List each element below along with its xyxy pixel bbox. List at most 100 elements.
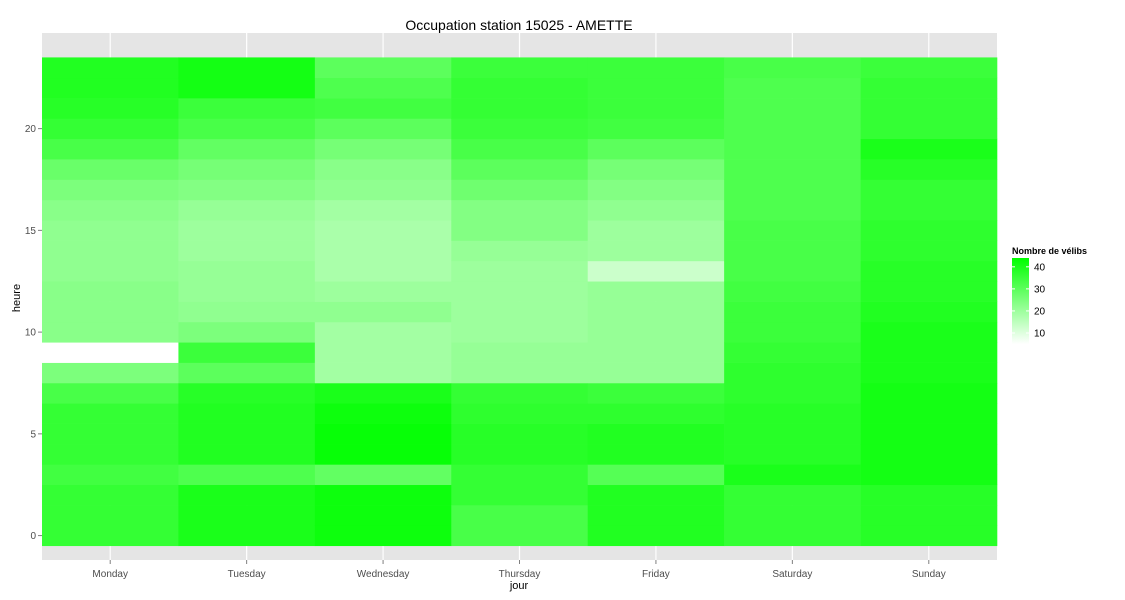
heatmap-cell	[178, 484, 316, 506]
heatmap-cell	[42, 362, 179, 384]
heatmap-cell	[860, 525, 998, 547]
heatmap-cell	[178, 220, 316, 241]
heatmap-cell	[587, 118, 725, 140]
x-tick-label: Wednesday	[357, 569, 410, 580]
heatmap-cell	[178, 362, 316, 384]
y-tick-label: 0	[30, 531, 36, 542]
heatmap-cell	[314, 484, 452, 506]
heatmap-cell	[314, 403, 452, 424]
heatmap-cell	[724, 138, 861, 160]
heatmap-cell	[724, 281, 861, 302]
heatmap-cell	[451, 57, 589, 79]
legend-tick-label: 20	[1034, 306, 1046, 317]
heatmap-cell	[42, 342, 179, 363]
heatmap-cell	[451, 281, 589, 302]
heatmap-cell	[860, 444, 998, 465]
heatmap-cell	[314, 464, 452, 486]
heatmap-cell	[860, 98, 998, 119]
heatmap-cell	[42, 240, 179, 262]
heatmap-cell	[724, 444, 861, 465]
heatmap-cell	[587, 281, 725, 302]
x-tick-label: Sunday	[912, 569, 946, 580]
legend-title: Nombre de vélibs	[1012, 246, 1087, 256]
heatmap-cell	[724, 505, 861, 526]
heatmap-cell	[587, 98, 725, 119]
heatmap-cell	[724, 260, 861, 282]
heatmap-cell	[451, 77, 589, 99]
heatmap-cell	[724, 423, 861, 445]
heatmap-cell	[42, 159, 179, 180]
heatmap-cell	[860, 179, 998, 201]
heatmap-cell	[860, 220, 998, 241]
heatmap-cell	[451, 362, 589, 384]
heatmap-cell	[587, 484, 725, 506]
heatmap-cell	[860, 321, 998, 343]
heatmap-cell	[314, 382, 452, 404]
heatmap-cell	[178, 138, 316, 160]
y-axis-title: heure	[11, 284, 23, 312]
heatmap-cell	[42, 321, 179, 343]
heatmap-cell	[178, 505, 316, 526]
heatmap-cell	[451, 382, 589, 404]
heatmap-cell	[178, 260, 316, 282]
heatmap-cell	[860, 199, 998, 221]
heatmap-cell	[314, 159, 452, 180]
heatmap-cell	[860, 77, 998, 99]
heatmap-cell	[42, 525, 179, 547]
heatmap-cell	[451, 423, 589, 445]
heatmap-cell	[587, 382, 725, 404]
heatmap-cell	[451, 505, 589, 526]
heatmap-cell	[42, 484, 179, 506]
heatmap-cell	[724, 98, 861, 119]
heatmap-cell	[451, 301, 589, 323]
chart-title: Occupation station 15025 - AMETTE	[405, 17, 632, 33]
heatmap-cell	[587, 342, 725, 363]
heatmap-cell	[42, 199, 179, 221]
heatmap-cell	[724, 220, 861, 241]
heatmap-cell	[314, 138, 452, 160]
heatmap-cell	[451, 260, 589, 282]
heatmap-cell	[314, 423, 452, 445]
heatmap-cell	[178, 159, 316, 180]
heatmap-cell	[178, 403, 316, 424]
heatmap-cell	[314, 301, 452, 323]
heatmap-cell	[587, 505, 725, 526]
heatmap-cell	[178, 444, 316, 465]
heatmap-cell	[178, 240, 316, 262]
heatmap-cell	[314, 281, 452, 302]
heatmap-cell	[314, 260, 452, 282]
heatmap-cell	[42, 382, 179, 404]
axis-ticks: 0 5 10 15 20 Monday Tuesday Wednesday Thursday Fr…	[25, 124, 946, 580]
x-tick-label: Saturday	[772, 569, 812, 580]
heatmap-cell	[724, 382, 861, 404]
heatmap-cell	[860, 403, 998, 424]
heatmap-cell	[314, 444, 452, 465]
heatmap-cell	[178, 464, 316, 486]
x-tick-label: Thursday	[499, 569, 541, 580]
heatmap-cell	[42, 464, 179, 486]
x-tick-label: Tuesday	[228, 569, 266, 580]
heatmap-cell	[587, 240, 725, 262]
heatmap-cell	[860, 159, 998, 180]
heatmap-cell	[451, 240, 589, 262]
heatmap-cell	[178, 118, 316, 140]
heatmap-cell	[42, 260, 179, 282]
heatmap-cell	[724, 77, 861, 99]
heatmap-cell	[724, 57, 861, 79]
heatmap-cell	[587, 260, 725, 282]
heatmap-cell	[42, 403, 179, 424]
heatmap-cell	[587, 199, 725, 221]
heatmap-cell	[724, 525, 861, 547]
heatmap-cell	[724, 403, 861, 424]
heatmap-cell	[860, 260, 998, 282]
y-tick-label: 15	[25, 226, 37, 237]
legend-colorbar	[1012, 258, 1029, 344]
heatmap-cell	[42, 220, 179, 241]
legend-tick-label: 10	[1034, 328, 1046, 339]
heatmap-cell	[178, 281, 316, 302]
heatmap-cell	[178, 525, 316, 547]
heatmap-cell	[724, 159, 861, 180]
heatmap-cell	[860, 484, 998, 506]
heatmap-cell	[314, 505, 452, 526]
heatmap-cell	[178, 98, 316, 119]
